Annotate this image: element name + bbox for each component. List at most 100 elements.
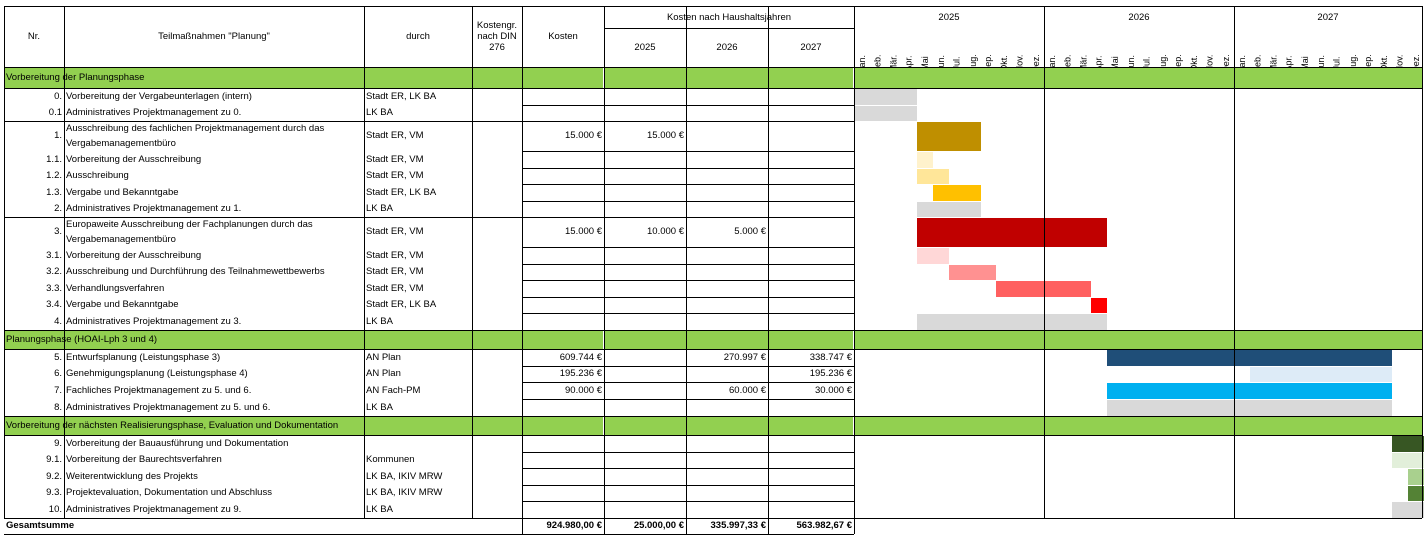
row-cost-2026 — [686, 468, 768, 485]
row-cost-2026 — [686, 247, 768, 264]
row-number: 0.1 — [48, 107, 62, 118]
section-header: Vorbereitung der nächsten Realisierungsp… — [4, 416, 522, 435]
row-kosten — [522, 435, 604, 452]
row-cost-2026: 270.997 € — [723, 352, 766, 363]
row-cost-2026 — [686, 313, 768, 330]
row-teilmassnahme: Administratives Projektmanagement zu 5. … — [66, 402, 271, 413]
row-cost-2027 — [768, 313, 854, 330]
row-cost-2026 — [686, 280, 768, 297]
gantt-month-label: Dez. — [1028, 44, 1044, 73]
header-nr: Nr. — [27, 31, 41, 42]
total-2026: 335.997,33 € — [710, 520, 766, 531]
row-teilmassnahme: Administratives Projektmanagement zu 0. — [66, 107, 242, 118]
row-kosten — [522, 151, 604, 168]
section-fill-kosten — [523, 68, 603, 88]
row-durch: AN Plan — [366, 352, 401, 363]
header-kosten-haushalt: Kosten nach Haushaltsjahren — [666, 11, 792, 23]
row-kosten — [522, 485, 604, 501]
grid-line — [522, 468, 854, 469]
gantt-bar — [1408, 469, 1424, 485]
grid-line — [522, 313, 854, 314]
row-durch: LK BA — [366, 402, 393, 413]
grid-line — [4, 349, 1422, 350]
row-kosten — [522, 105, 604, 121]
row-durch: Stadt ER, VM — [366, 226, 424, 237]
header-teilmassnahmen: Teilmaßnahmen "Planung" — [158, 31, 270, 42]
grid-line — [522, 330, 854, 331]
gantt-month-label: Okt. — [1186, 44, 1202, 72]
header-year-cost: 2025 — [634, 42, 656, 53]
row-cost-2025 — [604, 501, 686, 518]
gantt-year-label: 2025 — [938, 11, 960, 23]
row-cost-2025 — [604, 452, 686, 468]
row-cost-2025 — [604, 105, 686, 121]
row-durch: Stadt ER, VM — [366, 250, 424, 261]
row-cost-2025 — [604, 264, 686, 280]
gantt-month-label: Apr. — [1281, 44, 1297, 71]
gantt-month-label: Aug. — [965, 44, 981, 73]
gantt-bar — [917, 202, 981, 217]
gantt-month-label: Apr. — [1091, 44, 1107, 71]
row-number: 8. — [54, 402, 62, 413]
grid-line — [4, 534, 854, 535]
row-cost-2026 — [686, 435, 768, 452]
row-cost-2027 — [768, 297, 854, 313]
gantt-month-label: Sep. — [1361, 44, 1377, 73]
row-cost-2027 — [768, 264, 854, 280]
gantt-month-label: Okt. — [996, 44, 1012, 72]
row-cost-2027 — [768, 485, 854, 501]
row-cost-2026 — [686, 485, 768, 501]
gantt-month-label: Sep. — [1171, 44, 1187, 73]
row-cost-2025 — [604, 399, 686, 416]
gantt-bar — [1249, 367, 1393, 382]
row-durch: LK BA — [366, 504, 393, 515]
row-cost-2026 — [686, 184, 768, 201]
row-cost-2025 — [604, 435, 686, 452]
gantt-month-label: Jan. — [1234, 44, 1250, 72]
row-durch: LK BA — [366, 107, 393, 118]
gantt-bar — [917, 122, 981, 151]
row-kosten: 15.000 € — [565, 226, 602, 237]
grid-line — [604, 28, 854, 29]
header-kostengruppe: Kostengr. nach DIN 276 — [476, 20, 518, 53]
row-cost-2026 — [686, 168, 768, 184]
row-kosten — [522, 201, 604, 217]
row-number: 1.1. — [46, 154, 62, 165]
grid-line — [522, 151, 854, 152]
row-cost-2025 — [604, 349, 686, 366]
row-cost-2027 — [768, 121, 854, 151]
row-number: 9.3. — [46, 487, 62, 498]
row-cost-2025: 10.000 € — [647, 226, 684, 237]
row-cost-2025 — [604, 88, 686, 105]
header-kosten: Kosten — [548, 31, 578, 42]
gantt-month-label: Mai — [917, 44, 933, 71]
grid-line — [522, 217, 854, 218]
row-cost-2027 — [768, 280, 854, 297]
row-teilmassnahme: Administratives Projektmanagement zu 9. — [66, 504, 242, 515]
gantt-bar — [933, 185, 981, 201]
section-fill-gantt — [855, 417, 1422, 435]
row-cost-2026 — [686, 366, 768, 382]
gantt-month-label: Aug. — [1345, 44, 1361, 73]
row-cost-2026 — [686, 501, 768, 518]
grid-line — [522, 297, 854, 298]
section-fill-gantt — [855, 68, 1422, 88]
row-kosten — [522, 247, 604, 264]
row-cost-2026 — [686, 151, 768, 168]
grid-line — [522, 452, 854, 453]
gantt-month-label: Jun. — [933, 44, 949, 72]
row-cost-2027 — [768, 168, 854, 184]
row-number: 10. — [48, 504, 62, 515]
row-teilmassnahme: Europaweite Ausschreibung der Fachplanun… — [66, 219, 313, 245]
gantt-bar — [1107, 400, 1393, 416]
row-cost-2026 — [686, 201, 768, 217]
grid-line — [1044, 6, 1045, 518]
grid-line — [522, 264, 854, 265]
row-teilmassnahme: Ausschreibung und Durchführung des Teiln… — [66, 266, 325, 277]
row-kosten: 90.000 € — [565, 385, 602, 396]
grid-line — [686, 518, 687, 534]
row-durch: LK BA, IKIV MRW — [366, 487, 443, 498]
gantt-bar — [948, 265, 997, 280]
row-cost-2025 — [604, 184, 686, 201]
